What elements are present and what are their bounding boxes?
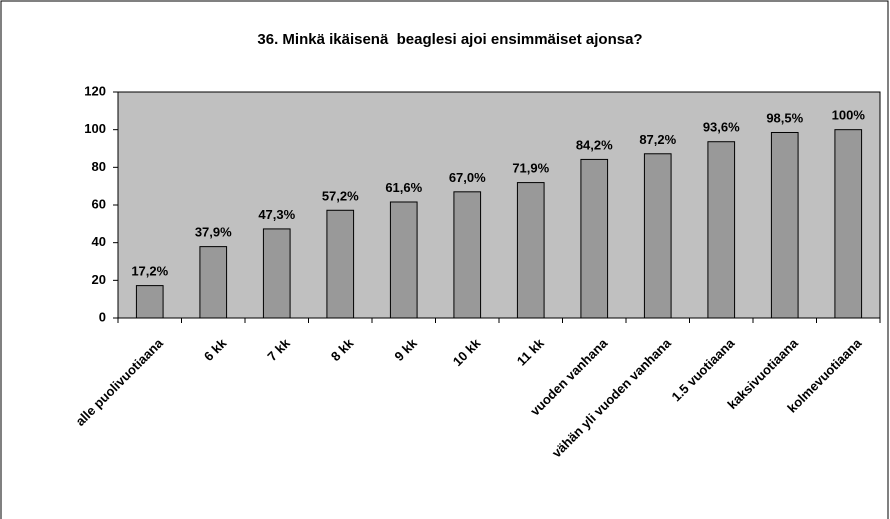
bar [453, 191, 482, 319]
y-tick-label: 40 [92, 234, 106, 249]
bar [389, 201, 418, 319]
data-label: 61,6% [385, 180, 422, 195]
y-tick-label: 60 [92, 196, 106, 211]
data-label: 57,2% [322, 188, 359, 203]
bar [834, 129, 863, 319]
y-tick-label: 0 [99, 309, 106, 324]
bar [643, 153, 672, 319]
chart-title: 36. Minkä ikäisenä beaglesi ajoi ensimmä… [257, 31, 642, 48]
bar [199, 246, 228, 319]
y-tick-label: 120 [84, 83, 106, 98]
bar [580, 158, 609, 319]
data-label: 37,9% [195, 225, 232, 240]
y-tick-label: 80 [92, 159, 106, 174]
data-label: 98,5% [766, 110, 803, 125]
data-label: 17,2% [131, 264, 168, 279]
bar [707, 141, 736, 319]
data-label: 84,2% [576, 137, 613, 152]
bar [262, 228, 291, 319]
plot-area [117, 91, 881, 319]
bar [326, 209, 355, 319]
data-label: 93,6% [703, 120, 740, 135]
y-tick-label: 100 [84, 121, 106, 136]
y-tick-label: 20 [92, 272, 106, 287]
bar [135, 285, 164, 319]
data-label: 47,3% [258, 207, 295, 222]
data-label: 100% [832, 108, 866, 123]
data-label: 71,9% [512, 161, 549, 176]
bar [516, 182, 545, 319]
bar [770, 131, 799, 319]
data-label: 67,0% [449, 170, 486, 185]
data-label: 87,2% [639, 132, 676, 147]
